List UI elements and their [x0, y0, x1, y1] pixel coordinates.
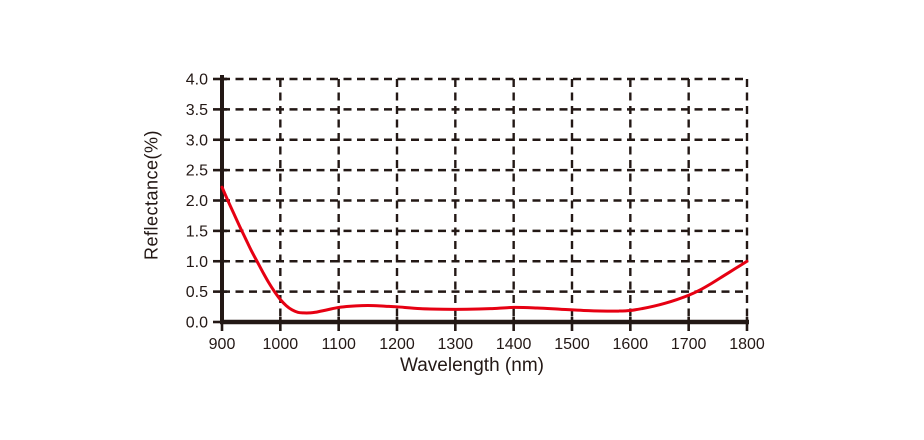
y-tick-label: 0.0 [186, 315, 208, 332]
x-axis-title: Wavelength (nm) [400, 355, 544, 376]
x-tick-label: 1700 [671, 336, 707, 353]
x-tick-label: 1600 [613, 336, 649, 353]
y-tick-label: 3.5 [186, 102, 208, 119]
x-tick-label: 1400 [496, 336, 532, 353]
y-tick-label: 3.0 [186, 132, 208, 149]
y-axis-title: Reflectance(%) [141, 129, 162, 261]
x-tick-label: 1500 [554, 336, 590, 353]
x-tick-label: 1000 [263, 336, 299, 353]
y-tick-label: 2.0 [186, 193, 208, 210]
reflectance-curve [220, 185, 749, 315]
y-tick-label: 1.0 [186, 254, 208, 271]
y-tick-label: 4.0 [186, 72, 208, 89]
x-tick-label: 1200 [379, 336, 415, 353]
y-tick-label: 1.5 [186, 223, 208, 240]
y-tick-label: 2.5 [186, 163, 208, 180]
x-tick-label: 1300 [438, 336, 474, 353]
y-tick-label: 0.5 [186, 284, 208, 301]
x-tick-label: 1100 [321, 336, 356, 353]
x-tick-label: 1800 [729, 336, 765, 353]
x-tick-label: 900 [209, 336, 236, 353]
